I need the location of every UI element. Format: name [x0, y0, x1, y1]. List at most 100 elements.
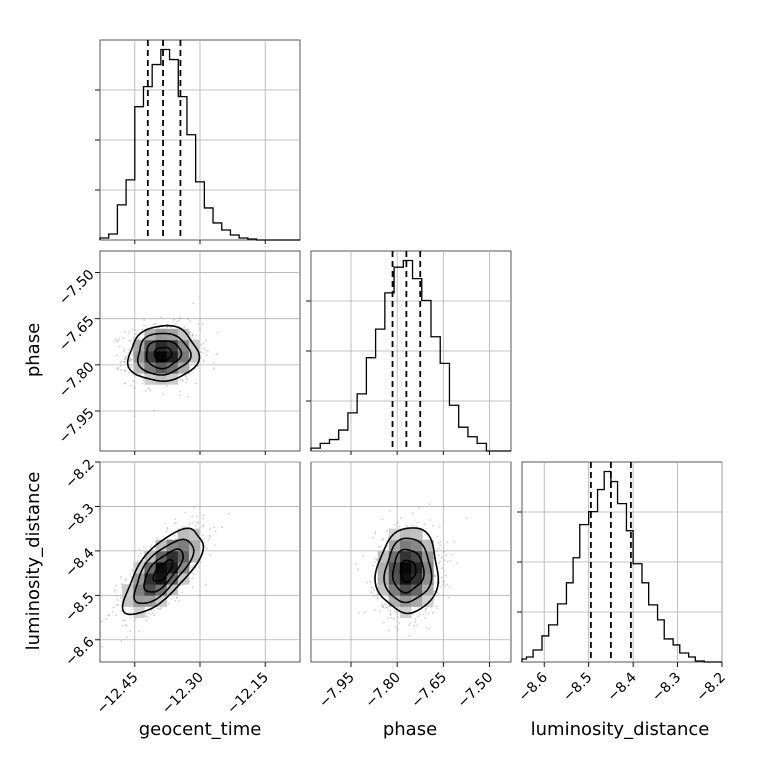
- sample-point: [204, 545, 207, 548]
- y-tick-label-luminosity_distance-2: −8.4: [62, 545, 97, 580]
- sample-point: [123, 361, 126, 364]
- sample-point: [446, 583, 449, 586]
- density-cell: [177, 362, 190, 374]
- sample-point: [406, 524, 408, 527]
- sample-point: [131, 328, 134, 331]
- sample-point: [443, 550, 445, 553]
- sample-point: [409, 622, 412, 625]
- sample-point: [131, 353, 134, 356]
- hist-line-luminosity_distance: [521, 470, 722, 663]
- sample-point: [195, 515, 198, 518]
- sample-point: [115, 340, 118, 343]
- sample-point: [200, 344, 203, 346]
- sample-point: [189, 335, 192, 337]
- sample-point: [137, 338, 140, 341]
- sample-point: [138, 630, 141, 633]
- sample-point: [438, 582, 441, 585]
- sample-point: [215, 353, 218, 356]
- contour-geocent_time-luminosity_distance-1: [143, 548, 185, 593]
- density-cell: [177, 351, 190, 363]
- sample-point: [148, 387, 151, 390]
- sample-point: [387, 595, 389, 598]
- sample-point: [394, 626, 397, 628]
- sample-point: [382, 606, 385, 608]
- y-tick-label-phase-0: −7.95: [56, 405, 98, 447]
- sample-point: [124, 382, 126, 384]
- sample-point: [100, 620, 103, 623]
- sample-point: [116, 367, 119, 370]
- sample-point: [117, 369, 120, 371]
- quantile-lines: [146, 40, 632, 662]
- sample-point: [130, 576, 133, 578]
- density-cell: [166, 550, 179, 563]
- contour-phase-luminosity_distance-1: [391, 548, 425, 594]
- sample-point: [175, 323, 177, 325]
- sample-point: [412, 524, 414, 527]
- contour-geocent_time-luminosity_distance-2: [133, 538, 195, 605]
- sample-point: [202, 534, 205, 537]
- sample-point: [112, 606, 115, 609]
- sample-point: [437, 547, 439, 550]
- sample-point: [191, 566, 193, 569]
- x-tick-label-luminosity_distance-0: −8.6: [516, 669, 551, 704]
- sample-point: [213, 367, 216, 370]
- sample-point: [181, 591, 184, 594]
- sample-point: [133, 388, 136, 390]
- sample-point: [386, 530, 388, 533]
- density-cell: [166, 362, 179, 374]
- sample-point: [435, 550, 438, 552]
- sample-point: [415, 624, 418, 627]
- density-cell: [422, 573, 434, 585]
- sample-point: [193, 338, 196, 341]
- sample-point: [115, 604, 118, 607]
- axis-labels: geocent_time phase luminosity_distance p…: [23, 323, 709, 740]
- density-cell: [377, 562, 390, 574]
- y-tick-label-luminosity_distance-4: −8.2: [62, 456, 97, 491]
- hist-line-phase: [310, 259, 511, 452]
- sample-point: [217, 331, 219, 334]
- sample-point: [370, 586, 373, 589]
- density-cell: [133, 584, 145, 596]
- sample-point: [374, 532, 377, 535]
- sample-point: [160, 606, 162, 609]
- sample-point: [145, 612, 147, 615]
- sample-point: [143, 319, 146, 321]
- sample-point: [116, 367, 119, 369]
- sample-point: [166, 526, 168, 529]
- sample-point: [125, 579, 127, 582]
- density-cell: [155, 351, 168, 363]
- density-cell: [422, 562, 434, 574]
- hist-line-geocent_time: [99, 48, 300, 241]
- sample-point: [418, 506, 420, 509]
- sample-point: [192, 302, 195, 304]
- density-cell: [144, 362, 156, 374]
- density-cell: [422, 539, 434, 552]
- sample-point: [185, 375, 188, 378]
- sample-point: [428, 627, 430, 630]
- sample-point: [381, 605, 384, 607]
- contour-geocent_time-phase-2: [136, 332, 192, 376]
- sample-point: [141, 328, 144, 331]
- contour-phase-luminosity_distance-0: [399, 559, 417, 584]
- sample-point: [374, 530, 377, 533]
- sample-point: [122, 337, 125, 340]
- sample-point: [397, 616, 399, 618]
- sample-point: [185, 381, 188, 384]
- sample-point: [434, 575, 437, 578]
- sample-point: [204, 349, 207, 351]
- sample-point: [444, 584, 447, 587]
- sample-point: [399, 517, 402, 520]
- sample-point: [443, 570, 446, 572]
- sample-point: [389, 613, 392, 616]
- density-cell: [422, 595, 434, 607]
- sample-point: [124, 357, 127, 360]
- sample-point: [395, 611, 398, 614]
- sample-point: [115, 584, 117, 587]
- sample-point: [162, 393, 165, 395]
- sample-point: [178, 317, 181, 320]
- sample-point: [120, 640, 123, 642]
- sample-point: [423, 617, 426, 619]
- sample-point: [434, 575, 437, 577]
- sample-point: [117, 603, 120, 606]
- sample-point: [202, 538, 205, 540]
